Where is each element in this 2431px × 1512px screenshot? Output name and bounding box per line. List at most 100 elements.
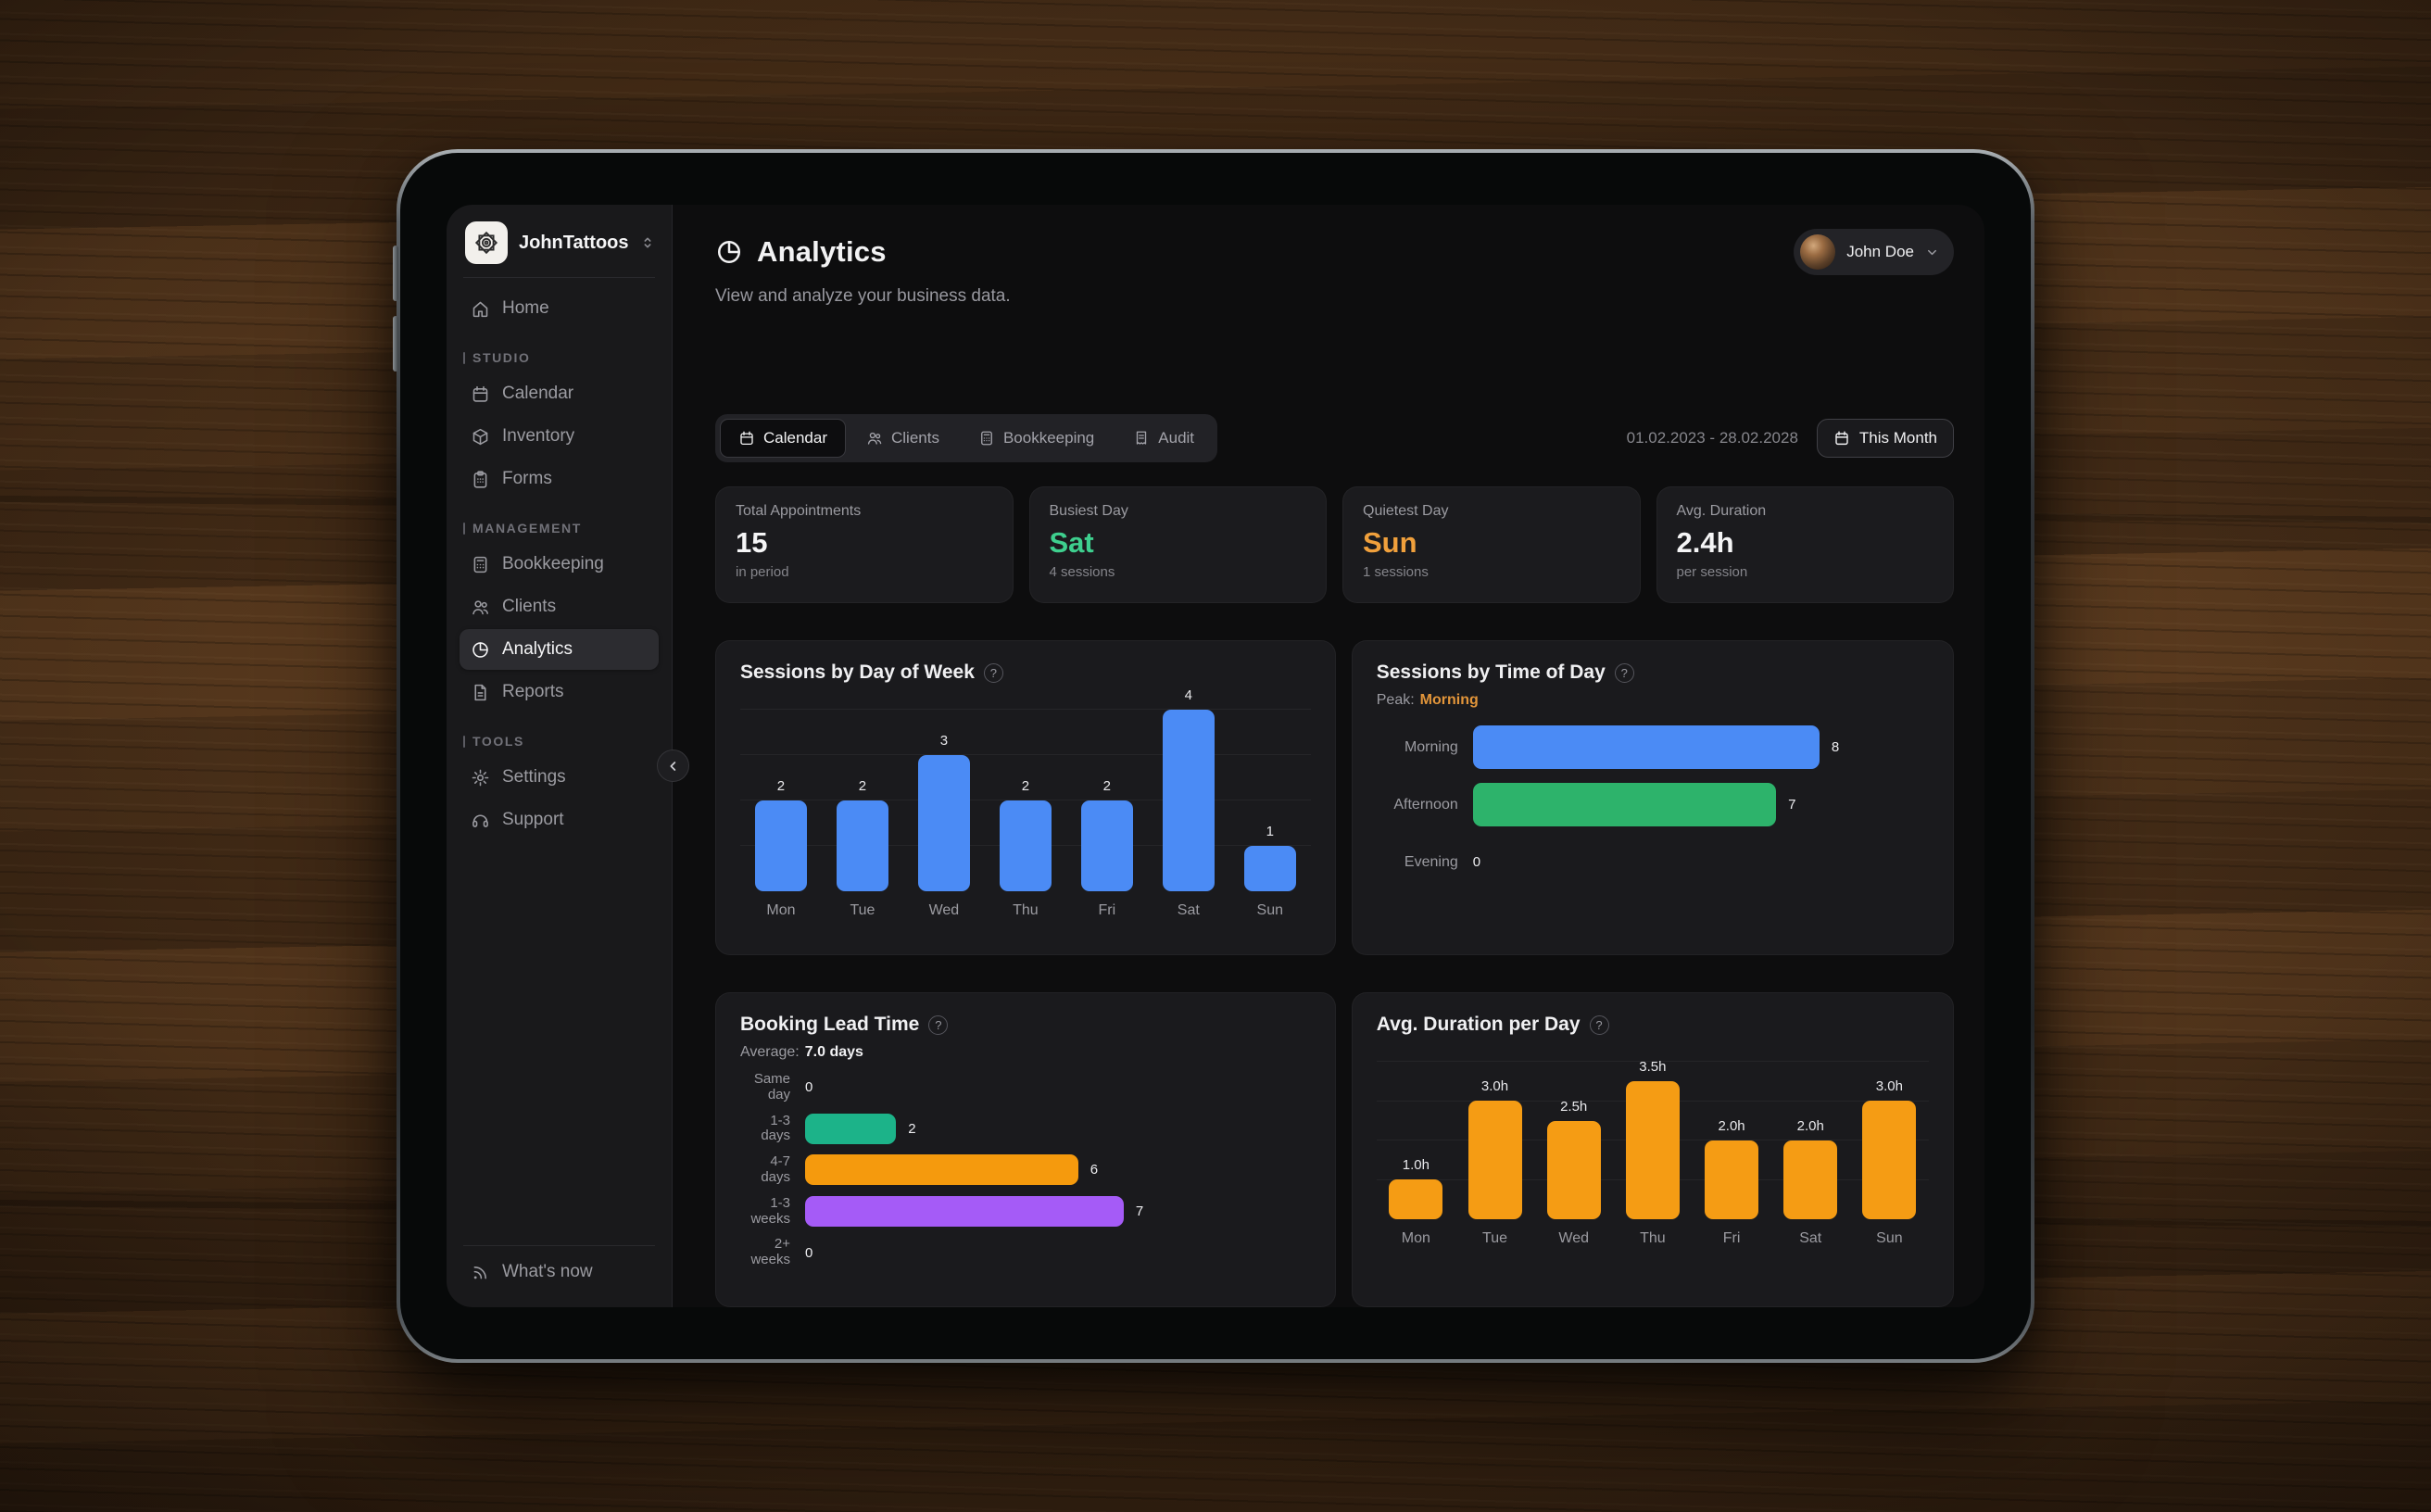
sidebar-item-label: Inventory [502, 426, 575, 446]
x-axis-label: Fri [1722, 1230, 1741, 1246]
bar-column: 3 [903, 684, 985, 891]
bar-value-label: 2 [908, 1120, 916, 1137]
x-axis-label: Sat [1177, 902, 1200, 918]
chart-booking-lead-time: Booking Lead Time Average:7.0 days Same … [715, 992, 1336, 1307]
sidebar-collapse-button[interactable] [657, 750, 689, 782]
bar [1389, 1179, 1443, 1219]
bar [1243, 846, 1296, 891]
help-icon[interactable] [1589, 1014, 1609, 1035]
bar-rows: Same day 0 1-3 days 2 4-7 days 6 1-3 weeks 7 2+ … [740, 1071, 1311, 1268]
stat-label: Total Appointments [736, 503, 862, 519]
sidebar-item-clients[interactable]: Clients [460, 586, 659, 627]
workspace-switcher[interactable]: JohnTattoos [447, 205, 672, 277]
bar-column: 2.0h [1771, 1036, 1850, 1219]
this-month-button[interactable]: This Month [1816, 419, 1954, 458]
sidebar-item-whats-now[interactable]: What's now [460, 1252, 659, 1292]
stat-sub: per session [1676, 564, 1748, 580]
page-header: Analytics John Doe [715, 229, 1954, 275]
x-axis-label: Thu [1013, 902, 1039, 918]
tab-label: Bookkeeping [1002, 429, 1095, 447]
tab-clients[interactable]: Clients [848, 419, 958, 458]
stat-label: Avg. Duration [1676, 503, 1767, 519]
bar-value-label: 2 [1102, 778, 1111, 794]
y-axis-label: 2+ weeks [750, 1236, 790, 1268]
bar-value-label: 2.0h [1796, 1118, 1824, 1134]
sidebar-item-analytics[interactable]: Analytics [460, 629, 659, 670]
bar-row: Evening 0 [1377, 840, 1929, 884]
average-note: Average: 7.0 days [740, 1044, 863, 1060]
volume-up-button [393, 246, 398, 301]
bar-value-label: 0 [1472, 854, 1481, 870]
bar [1862, 1101, 1917, 1219]
clipboard-icon [471, 470, 490, 489]
users-icon [471, 598, 490, 617]
tab-label: Clients [891, 429, 939, 447]
bar-track: 0 [1473, 854, 1929, 870]
calculator-icon [978, 430, 995, 447]
sidebar-item-support[interactable]: Support [460, 800, 659, 840]
stats-row: Total Appointments 15 in period Busiest Day… [715, 486, 1954, 603]
page-subtitle: View and analyze your business data. [715, 286, 1011, 306]
tab-audit[interactable]: Audit [1115, 419, 1213, 458]
bar-value-label: 7 [1788, 797, 1796, 813]
bar-column: 1.0h [1377, 1036, 1455, 1219]
rss-icon [471, 1263, 490, 1282]
bar [805, 1196, 1124, 1228]
bar [836, 800, 888, 891]
x-axis-label: Thu [1640, 1230, 1666, 1246]
sidebar-item-forms[interactable]: Forms [460, 459, 659, 499]
help-icon[interactable] [928, 1014, 949, 1035]
sidebar-section-title: TOOLS [463, 734, 659, 749]
bar-value-label: 2.0h [1718, 1118, 1745, 1134]
y-axis-label: Afternoon [1393, 796, 1458, 813]
bar-column: 2 [822, 684, 903, 891]
user-menu[interactable]: John Doe [1794, 229, 1954, 275]
sidebar-item-inventory[interactable]: Inventory [460, 416, 659, 457]
chart-title: Sessions by Time of Day [1376, 662, 1606, 683]
sidebar-item-home[interactable]: Home [460, 288, 659, 329]
bar-plot: 2 2 3 2 2 4 1 [740, 684, 1311, 891]
sidebar-item-label: Analytics [502, 639, 573, 659]
sidebar-item-reports[interactable]: Reports [460, 672, 659, 712]
headset-icon [471, 811, 490, 830]
bar-column: 2 [1066, 684, 1148, 891]
charts-grid: Sessions by Day of Week 2 2 3 2 2 4 1 Mon Tue Wed… [715, 640, 1954, 1307]
sidebar-item-label: Settings [502, 767, 566, 787]
users-icon [866, 430, 883, 447]
y-axis-label: Same day [753, 1071, 790, 1102]
bar-row: 1-3 days 2 [740, 1113, 1311, 1145]
bar-value-label: 8 [1831, 739, 1840, 755]
bar-column: 4 [1148, 684, 1229, 891]
bar-column: 3.0h [1455, 1036, 1534, 1219]
gear-icon [471, 768, 490, 788]
bar-value-label: 2 [776, 778, 786, 794]
tab-bookkeeping[interactable]: Bookkeeping [960, 419, 1113, 458]
pie-icon [471, 640, 490, 660]
x-axis-label: Mon [766, 902, 796, 918]
sidebar-item-bookkeeping[interactable]: Bookkeeping [460, 544, 659, 585]
tab-calendar[interactable]: Calendar [720, 419, 846, 458]
this-month-label: This Month [1858, 429, 1937, 447]
bar-value-label: 2 [1021, 778, 1030, 794]
bar [805, 1154, 1078, 1186]
bar-column: 3.5h [1613, 1036, 1692, 1219]
bar-value-label: 3 [939, 733, 949, 749]
bar-column: 2.5h [1534, 1036, 1613, 1219]
bar-value-label: 3.0h [1875, 1078, 1903, 1094]
bar [1625, 1081, 1680, 1219]
sidebar-item-settings[interactable]: Settings [460, 757, 659, 798]
y-axis-label: 1-3 weeks [750, 1194, 790, 1227]
bar-rows: Morning 8 Afternoon 7 Evening 0 [1377, 725, 1929, 884]
sidebar-item-label: What's now [502, 1262, 593, 1281]
x-axis-label: Fri [1098, 902, 1116, 918]
sidebar-item-calendar[interactable]: Calendar [460, 373, 659, 414]
sidebar-item-label: Bookkeeping [502, 554, 604, 573]
tab-label: Audit [1158, 429, 1195, 447]
x-axis-labels: Mon Tue Wed Thu Fri Sat Sun [1377, 1230, 1929, 1247]
stat-sub: 4 sessions [1049, 564, 1115, 580]
help-icon[interactable] [983, 662, 1003, 683]
help-icon[interactable] [1614, 662, 1634, 683]
bar [999, 800, 1052, 891]
stat-value: 15 [736, 526, 768, 559]
bar-value-label: 2 [858, 778, 867, 794]
